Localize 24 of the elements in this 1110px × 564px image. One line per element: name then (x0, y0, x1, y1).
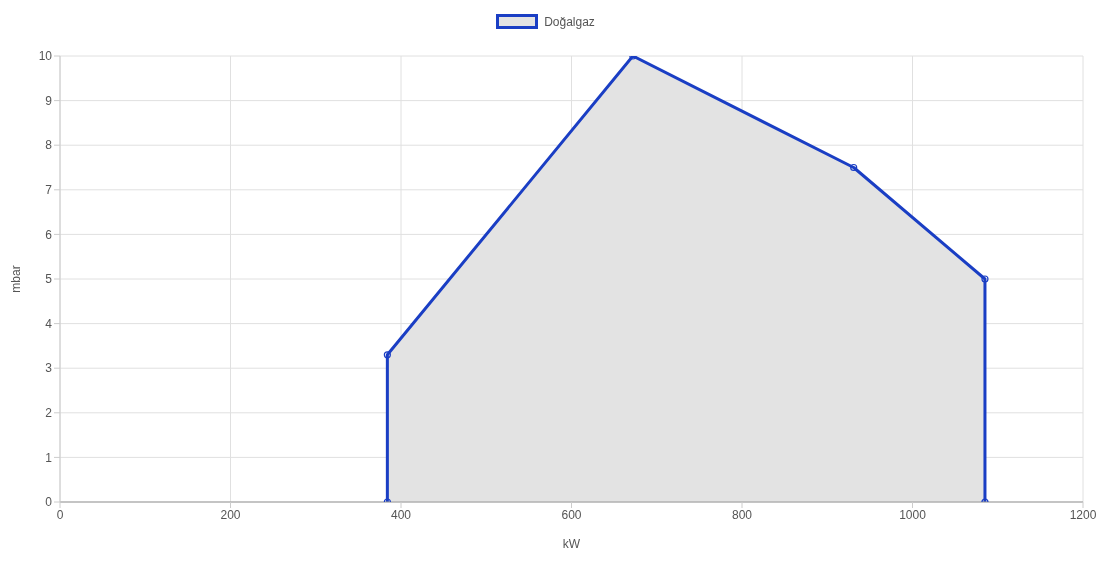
y-tick-label: 10 (38, 49, 53, 64)
x-axis-title: kW (562, 537, 581, 551)
point (981, 275, 989, 283)
x-tick-label: 0 (56, 507, 64, 522)
y-tick-label: 8 (45, 138, 53, 153)
y-tick-label: 7 (45, 183, 53, 198)
point (383, 351, 391, 359)
point (850, 163, 858, 172)
y-tick-label: 1 (45, 450, 53, 465)
x-tick-label: 400 (390, 507, 412, 522)
x-tick-label: 1200 (1069, 507, 1097, 522)
y-tick-label: 9 (45, 93, 53, 108)
x-tick-label: 200 (220, 507, 241, 522)
y-axis-title: mbar (9, 265, 24, 293)
y-tick-label: 6 (45, 227, 53, 242)
y-tick-label: 4 (45, 316, 53, 331)
y-tick-label: 2 (45, 406, 53, 421)
y-tick-label: 0 (45, 495, 53, 510)
x-tick-label: 600 (561, 507, 582, 522)
x-tick-label: 1000 (899, 507, 927, 522)
y-tick-label: 5 (45, 272, 53, 287)
legend-label: Doğalgaz (544, 14, 595, 29)
y-tick-label: 3 (45, 361, 53, 376)
x-tick-label: 800 (731, 507, 753, 522)
